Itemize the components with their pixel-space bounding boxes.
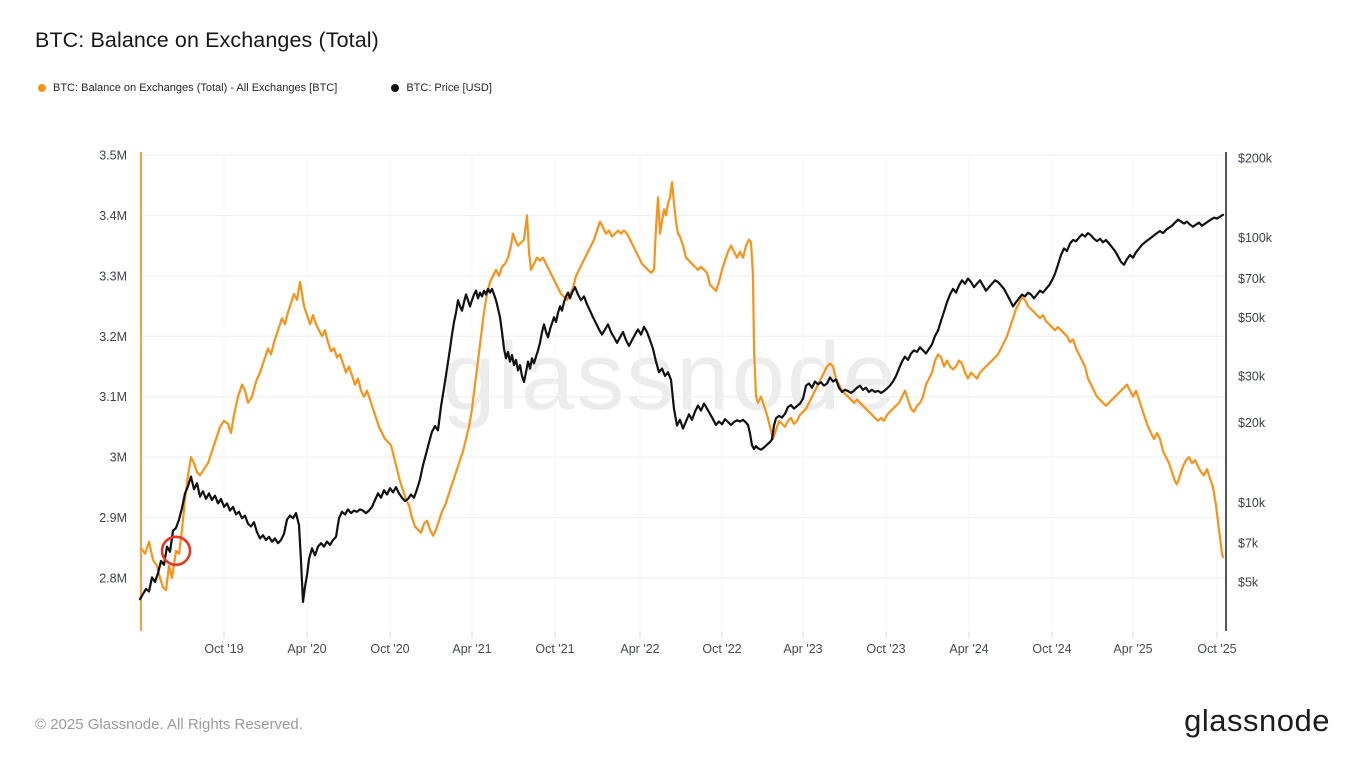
legend-item-balance[interactable]: BTC: Balance on Exchanges (Total) - All …	[38, 82, 337, 94]
legend-item-price[interactable]: BTC: Price [USD]	[391, 82, 492, 94]
y-right-tick-label: $20k	[1238, 416, 1266, 430]
y-left-tick-label: 3.5M	[99, 149, 127, 163]
y-right-tick-label: $30k	[1238, 370, 1266, 384]
x-tick-label: Oct '24	[1032, 642, 1071, 656]
page-title: BTC: Balance on Exchanges (Total)	[35, 28, 379, 52]
copyright-text: © 2025 Glassnode. All Rights Reserved.	[35, 716, 303, 733]
legend-label-balance: BTC: Balance on Exchanges (Total) - All …	[53, 82, 338, 94]
x-tick-label: Oct '23	[866, 642, 905, 656]
chart-legend: BTC: Balance on Exchanges (Total) - All …	[38, 82, 492, 94]
y-right-tick-label: $70k	[1238, 272, 1266, 286]
y-left-tick-label: 2.8M	[99, 572, 127, 586]
y-right-tick-label: $200k	[1238, 152, 1273, 166]
x-tick-label: Oct '20	[370, 642, 409, 656]
y-left-tick-label: 3.4M	[99, 209, 127, 223]
y-right-tick-label: $100k	[1238, 231, 1273, 245]
y-right-tick-label: $50k	[1238, 311, 1266, 325]
x-tick-label: Oct '21	[535, 642, 574, 656]
x-tick-label: Oct '25	[1197, 642, 1236, 656]
price-series-line	[138, 213, 1225, 603]
glassnode-logo: glassnode	[1184, 703, 1330, 738]
x-tick-label: Apr '20	[287, 642, 326, 656]
y-left-tick-label: 3.2M	[99, 330, 127, 344]
y-right-tick-label: $5k	[1238, 575, 1259, 589]
y-left-tick-label: 3.3M	[99, 269, 127, 283]
plot-area[interactable]	[141, 155, 1225, 631]
balance-series-line	[139, 181, 1225, 592]
x-tick-label: Apr '24	[949, 642, 988, 656]
y-left-tick-label: 3.1M	[99, 390, 127, 404]
y-left-tick-label: 3M	[110, 451, 127, 465]
x-tick-label: Apr '22	[620, 642, 659, 656]
legend-dot-balance-icon	[38, 84, 46, 92]
legend-label-price: BTC: Price [USD]	[406, 82, 492, 94]
y-left-tick-label: 2.9M	[99, 511, 127, 525]
x-tick-label: Apr '23	[783, 642, 822, 656]
x-tick-label: Oct '22	[702, 642, 741, 656]
y-right-tick-label: $7k	[1238, 537, 1259, 551]
x-tick-label: Apr '25	[1113, 642, 1152, 656]
legend-dot-price-icon	[391, 84, 400, 92]
y-right-tick-label: $10k	[1238, 496, 1266, 510]
red-circle-annotation	[160, 535, 192, 567]
x-tick-label: Oct '19	[204, 642, 243, 656]
x-tick-label: Apr '21	[452, 642, 491, 656]
